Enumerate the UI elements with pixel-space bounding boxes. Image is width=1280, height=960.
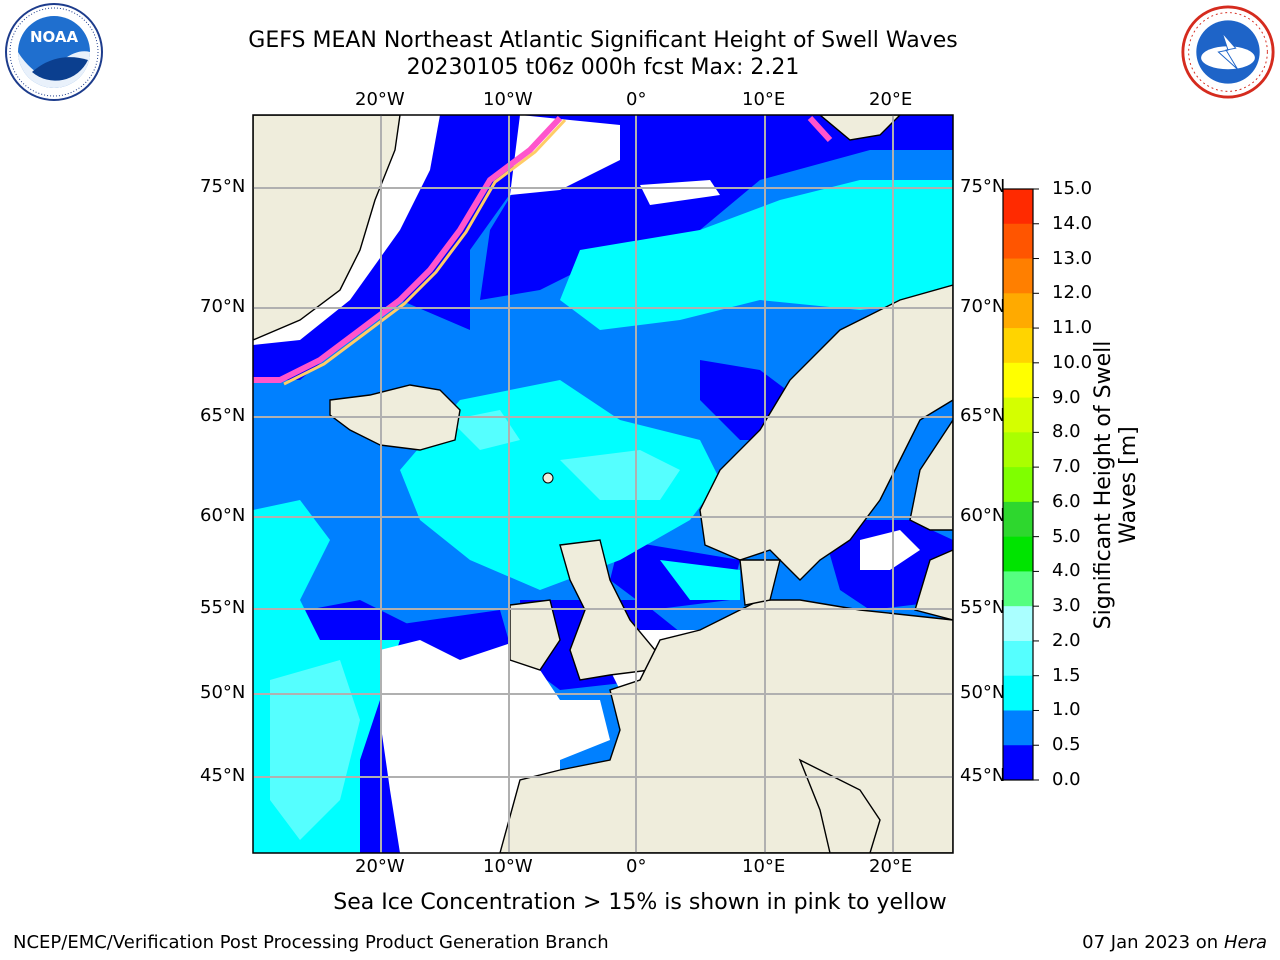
lat-label-left: 65°N [200,405,246,426]
colorbar-tick-label: 10.0 [1052,351,1093,373]
lat-label-right: 65°N [960,405,1006,426]
national-weather-service-logo [1181,5,1275,99]
footer-credit: NCEP/EMC/Verification Post Processing Pr… [13,932,609,953]
map-frame [252,114,954,854]
lat-label-right: 60°N [960,505,1006,526]
colorbar-tick-label: 0.0 [1052,769,1081,790]
colorbar-title: Significant Height of Swell Waves [m] [1091,340,1141,630]
colorbar-tick-label: 6.0 [1052,490,1081,512]
footer-host: Hera [1223,932,1267,953]
colorbar-tick-label: 5.0 [1052,525,1081,547]
colorbar-tick-label: 9.0 [1052,386,1081,408]
colorbar-tick-label: 0.5 [1052,734,1081,756]
colorbar-tick-label: 2.0 [1052,629,1081,651]
lat-label-right: 55°N [960,597,1006,618]
lon-label-bottom: 10°E [742,856,786,877]
colorbar-swatch [1003,432,1033,468]
colorbar-tick-label: 8.0 [1052,421,1081,443]
colorbar-tick-label: 11.0 [1052,317,1093,339]
colorbar-tick-label: 14.0 [1052,212,1093,234]
colorbar-swatch [1003,710,1033,746]
noaa-logo: NOAA [5,3,103,101]
colorbar-tick-label: 1.5 [1052,664,1081,686]
lat-label-left: 55°N [200,597,246,618]
colorbar-tick-label: 12.0 [1052,282,1093,304]
map-subtitle: 20230105 t06z 000h fcst Max: 2.21 [406,55,800,80]
svg-text:NOAA: NOAA [30,28,79,46]
lat-label-left: 60°N [200,505,246,526]
colorbar-swatch [1003,640,1033,677]
colorbar [1002,188,1039,781]
lon-label-bottom: 0° [626,856,647,877]
colorbar-swatch [1003,501,1033,538]
map-title: GEFS MEAN Northeast Atlantic Significant… [248,28,958,53]
colorbar-swatch [1003,397,1033,433]
colorbar-swatch [1003,223,1033,260]
colorbar-tick-label: 1.0 [1052,699,1081,721]
colorbar-swatch [1003,675,1033,711]
lon-label-bottom: 20°W [355,856,405,877]
colorbar-tick-label: 13.0 [1052,247,1093,269]
colorbar-tick-label: 3.0 [1052,595,1081,617]
lat-label-left: 45°N [200,765,246,786]
colorbar-frame [1002,188,1034,781]
colorbar-swatch [1003,467,1033,503]
lon-label-top: 20°W [355,89,405,110]
colorbar-swatch [1003,536,1033,572]
colorbar-swatch [1003,571,1033,607]
lat-label-right: 70°N [960,296,1006,317]
lon-label-top: 10°E [742,89,786,110]
lon-label-top: 10°W [483,89,533,110]
colorbar-tick-label: 15.0 [1052,178,1093,199]
lon-label-top: 20°E [869,89,913,110]
colorbar-swatch [1003,745,1033,781]
higher-swell-patches [270,410,680,840]
lat-label-left: 70°N [200,296,246,317]
colorbar-tick-label: 7.0 [1052,456,1081,478]
lat-label-left: 50°N [200,682,246,703]
colorbar-swatch [1003,328,1033,364]
colorbar-swatch [1003,189,1033,225]
colorbar-swatch [1003,258,1033,294]
lon-label-bottom: 20°E [869,856,913,877]
colorbar-swatch [1003,362,1033,399]
colorbar-swatch [1003,606,1033,642]
footer-date-text: 07 Jan 2023 on [1082,932,1224,953]
lat-label-left: 75°N [200,176,246,197]
graticule [253,115,953,853]
colorbar-tick-label: 4.0 [1052,560,1081,582]
lat-label-right: 75°N [960,176,1006,197]
lat-label-right: 45°N [960,765,1006,786]
footer-date: 07 Jan 2023 on Hera [1082,932,1267,953]
land-masses [253,115,953,853]
colorbar-swatch [1003,293,1033,329]
sea-ice-note: Sea Ice Concentration > 15% is shown in … [333,890,947,915]
lat-label-right: 50°N [960,682,1006,703]
faroe-islands [542,472,554,484]
lon-label-top: 0° [626,89,647,110]
lon-label-bottom: 10°W [483,856,533,877]
